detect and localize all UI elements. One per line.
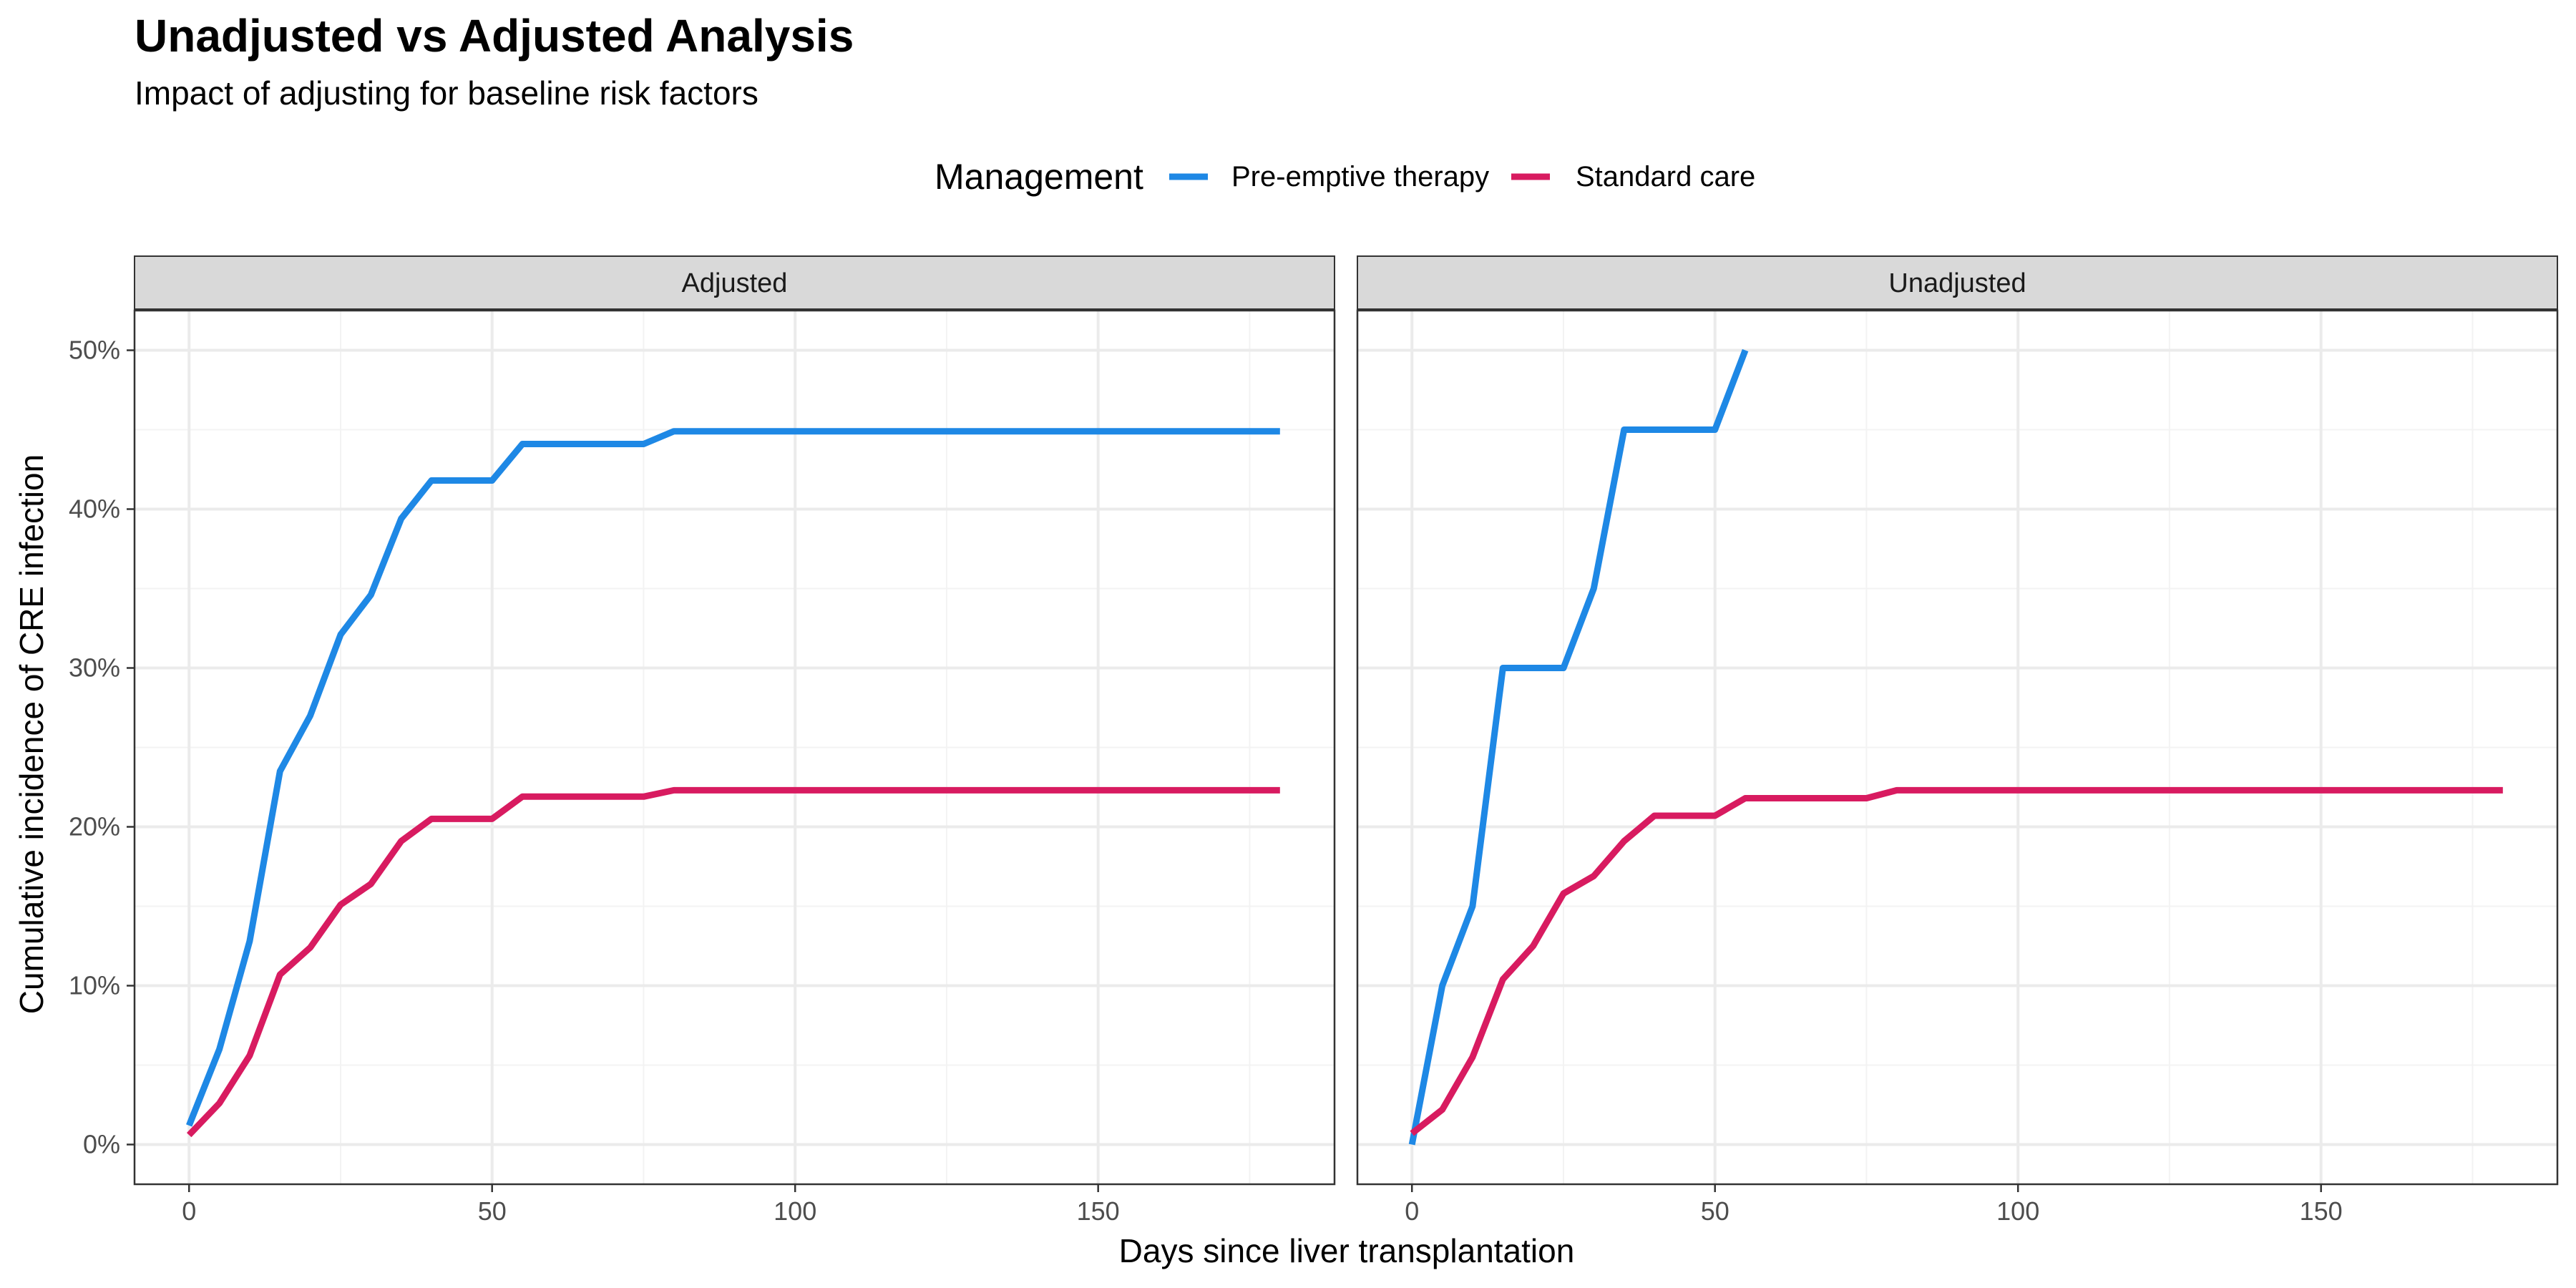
legend-label-pre-emptive: Pre-emptive therapy (1231, 161, 1489, 192)
legend-title: Management (935, 157, 1143, 197)
series-line-standard-care (186, 786, 1280, 1138)
y-tick-label: 40% (69, 494, 120, 524)
facet-strip-label: Unadjusted (1888, 268, 2026, 298)
y-tick-label: 30% (69, 653, 120, 683)
series-line-pre-emptive (1408, 348, 1749, 1146)
x-tick-label: 50 (1701, 1196, 1729, 1226)
panel-border (1356, 309, 2559, 1186)
x-tick-label: 100 (1996, 1196, 2039, 1226)
facet-strip-label: Adjusted (682, 268, 788, 298)
legend: Management Pre-emptive therapy Standard … (935, 157, 1755, 197)
x-tick-label: 50 (478, 1196, 507, 1226)
x-tick-label: 0 (182, 1196, 196, 1226)
x-tick-label: 0 (1405, 1196, 1419, 1226)
facet-strip (1357, 255, 2558, 310)
x-axis-title: Days since liver transplantation (1119, 1232, 1575, 1269)
y-tick-label: 50% (69, 336, 120, 365)
y-tick-label: 20% (69, 812, 120, 841)
x-axis-ticks: 0 50 100 150 0 50 100 150 (182, 1184, 2343, 1226)
chart-title: Unadjusted vs Adjusted Analysis (135, 10, 854, 62)
x-tick-label: 150 (2300, 1196, 2343, 1226)
legend-label-standard: Standard care (1576, 161, 1755, 192)
facet-panel-unadjusted: Unadjusted (1356, 255, 2559, 1186)
facet-strip (134, 255, 1335, 310)
x-tick-label: 150 (1077, 1196, 1120, 1226)
series-line-pre-emptive (186, 428, 1280, 1127)
panel-border (133, 309, 1336, 1186)
facet-panels: Adjusted Unadjusted (133, 255, 2559, 1186)
y-axis-ticks: 0% 10% 20% 30% 40% 50% (69, 336, 135, 1159)
facet-panel-adjusted: Adjusted (133, 255, 1336, 1186)
series-line-standard-care (1410, 786, 2503, 1136)
y-tick-label: 10% (69, 971, 120, 1000)
y-axis-title: Cumulative incidence of CRE infection (13, 454, 50, 1014)
chart-subtitle: Impact of adjusting for baseline risk fa… (135, 74, 758, 112)
x-tick-label: 100 (774, 1196, 816, 1226)
y-tick-label: 0% (83, 1130, 120, 1159)
